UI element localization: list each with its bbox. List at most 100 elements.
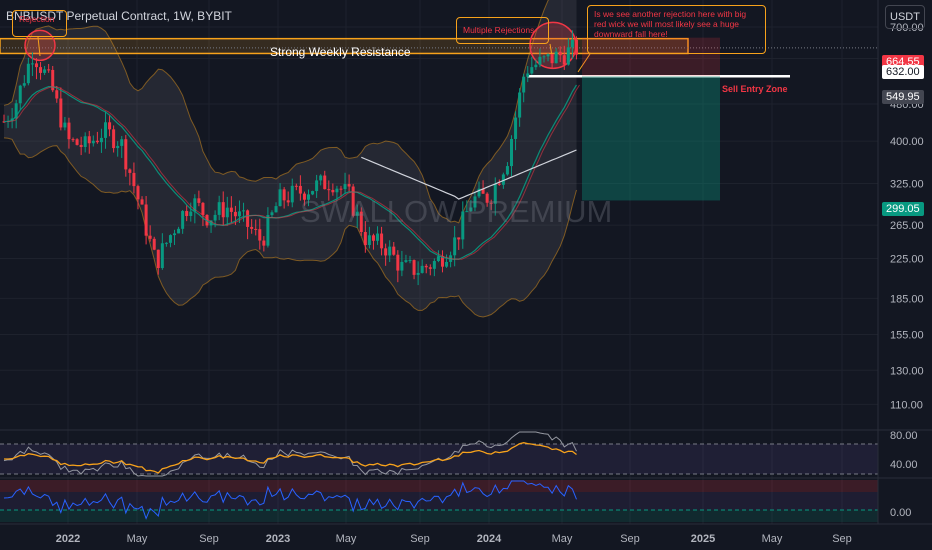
candle-body <box>225 207 229 218</box>
candle-body <box>514 117 518 139</box>
x-tick-label: May <box>762 533 783 545</box>
candle-body <box>327 189 331 191</box>
candle-body <box>116 145 120 149</box>
chart-title: BNBUSDT Perpetual Contract, 1W, BYBIT <box>6 9 232 23</box>
candle-body <box>63 122 67 128</box>
y-tick-label: 130.00 <box>890 365 924 377</box>
candle-body <box>298 185 302 194</box>
currency-button[interactable]: USDT <box>885 5 925 29</box>
candle-body <box>428 267 432 269</box>
osc-lower-band <box>0 510 878 522</box>
candle-body <box>497 183 501 185</box>
candle-body <box>185 211 189 217</box>
candle-body <box>445 261 449 267</box>
ma-green <box>3 84 578 260</box>
price-label-entry: 549.95 <box>882 90 924 104</box>
candle-body <box>87 136 91 144</box>
candle-body <box>18 85 22 104</box>
candle-body <box>177 228 181 234</box>
candle-body <box>290 185 294 203</box>
indicator-tick-label: 0.00 <box>890 507 911 519</box>
x-tick-label: Sep <box>832 533 852 545</box>
callout-line <box>549 43 553 57</box>
candle-body <box>160 243 164 269</box>
candle-body <box>505 166 509 175</box>
candle-body <box>91 140 95 144</box>
x-tick-label: May <box>336 533 357 545</box>
candle-body <box>558 51 562 56</box>
candle-body <box>481 188 485 194</box>
rsi-line <box>3 431 577 477</box>
candle-body <box>412 260 416 275</box>
candle-body <box>424 265 428 268</box>
rsi-ma-line <box>4 442 577 474</box>
candle-body <box>323 175 327 190</box>
candle-body <box>43 69 47 73</box>
candle-body <box>550 54 554 64</box>
candle-body <box>254 228 258 230</box>
candle-body <box>396 254 400 271</box>
candle-body <box>538 56 542 65</box>
candle-body <box>510 138 513 167</box>
candle-body <box>522 76 526 93</box>
candle-body <box>71 139 75 141</box>
bollinger-bands <box>3 0 577 318</box>
indicator-tick-label: 40.00 <box>890 459 918 471</box>
stop-zone <box>582 37 720 77</box>
candle-body <box>363 232 367 246</box>
x-tick-label: 2022 <box>56 533 80 545</box>
candle-body <box>164 242 168 244</box>
candle-body <box>67 122 71 140</box>
candle-body <box>14 103 18 119</box>
candle-body <box>384 248 388 256</box>
candles <box>2 30 578 286</box>
candle-body <box>30 63 34 65</box>
candle-body <box>380 233 384 249</box>
candle-body <box>75 139 79 145</box>
x-tick-label: 2025 <box>691 533 715 545</box>
candle-body <box>262 240 266 246</box>
callout-line <box>577 53 591 73</box>
candle-body <box>542 56 546 58</box>
rejection-annotation: Rejection <box>12 10 67 37</box>
candle-body <box>197 198 201 203</box>
trade-zones <box>0 21 878 201</box>
candle-body <box>465 211 469 213</box>
y-tick-label: 155.00 <box>890 329 924 341</box>
candle-body <box>95 140 99 143</box>
y-tick-label: 185.00 <box>890 293 924 305</box>
candle-body <box>343 184 347 190</box>
candle-body <box>120 139 124 146</box>
candle-body <box>108 122 112 130</box>
candle-body <box>530 67 534 74</box>
indicator-tick-label: 80.00 <box>890 430 918 442</box>
candle-body <box>221 202 225 218</box>
candle-body <box>416 272 420 275</box>
target-zone <box>582 76 720 201</box>
candle-body <box>453 237 457 256</box>
band-lower <box>3 137 577 318</box>
watermark: SWALLOW PREMIUM <box>300 194 613 229</box>
candle-body <box>477 188 481 197</box>
candle-body <box>246 210 250 227</box>
candle-body <box>461 211 465 240</box>
candle-body <box>201 202 205 215</box>
candle-body <box>493 183 497 204</box>
candle-body <box>250 226 254 229</box>
candle-body <box>432 260 436 269</box>
band-upper <box>3 0 549 224</box>
candle-body <box>554 51 558 64</box>
candle-body <box>355 211 359 216</box>
candle-body <box>359 211 363 233</box>
candle-body <box>168 235 172 243</box>
osc-mid-band <box>0 492 878 510</box>
candle-body <box>270 212 274 216</box>
candle-body <box>286 200 290 203</box>
candle-body <box>566 47 570 65</box>
candle-body <box>51 69 55 91</box>
osc-upper-band <box>0 480 878 492</box>
band-fill <box>4 0 577 317</box>
candle-body <box>311 191 315 195</box>
candle-body <box>282 189 286 201</box>
